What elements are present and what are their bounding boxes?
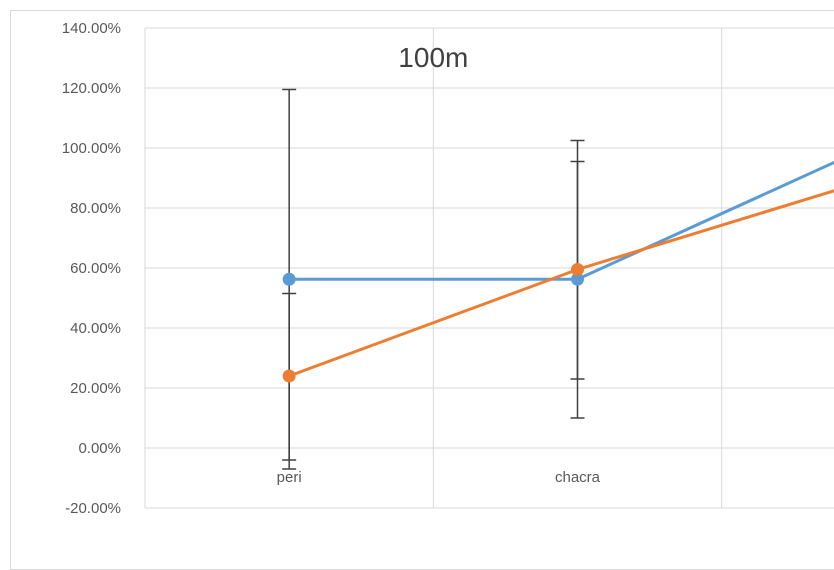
y-tick-label: 20.00% (70, 380, 121, 397)
data-point (282, 272, 296, 286)
y-tick-label: -20.00% (65, 500, 121, 517)
data-point (571, 263, 584, 276)
x-tick-label: chacra (555, 469, 601, 486)
chart-frame (10, 10, 834, 570)
series-lines (288, 160, 834, 378)
x-tick-labels: peri chacra (277, 469, 601, 486)
y-tick-label: 80.00% (70, 200, 121, 217)
y-tick-label: 40.00% (70, 320, 121, 337)
y-tick-labels: 140.00% 120.00% 100.00% 80.00% 60.00% 40.00% 2… (62, 20, 121, 517)
y-tick-label: 60.00% (70, 260, 121, 277)
y-tick-label: 140.00% (62, 20, 121, 37)
y-tick-label: 100.00% (62, 140, 121, 157)
data-point (571, 272, 584, 286)
y-tick-label: 120.00% (62, 80, 121, 97)
data-point (282, 369, 296, 383)
grid-layer (144, 27, 834, 509)
chart-title: 100m (398, 42, 468, 73)
y-tick-label: 0.00% (78, 440, 121, 457)
x-tick-label: peri (277, 469, 302, 486)
series-points (282, 263, 584, 383)
series-line (289, 160, 834, 281)
